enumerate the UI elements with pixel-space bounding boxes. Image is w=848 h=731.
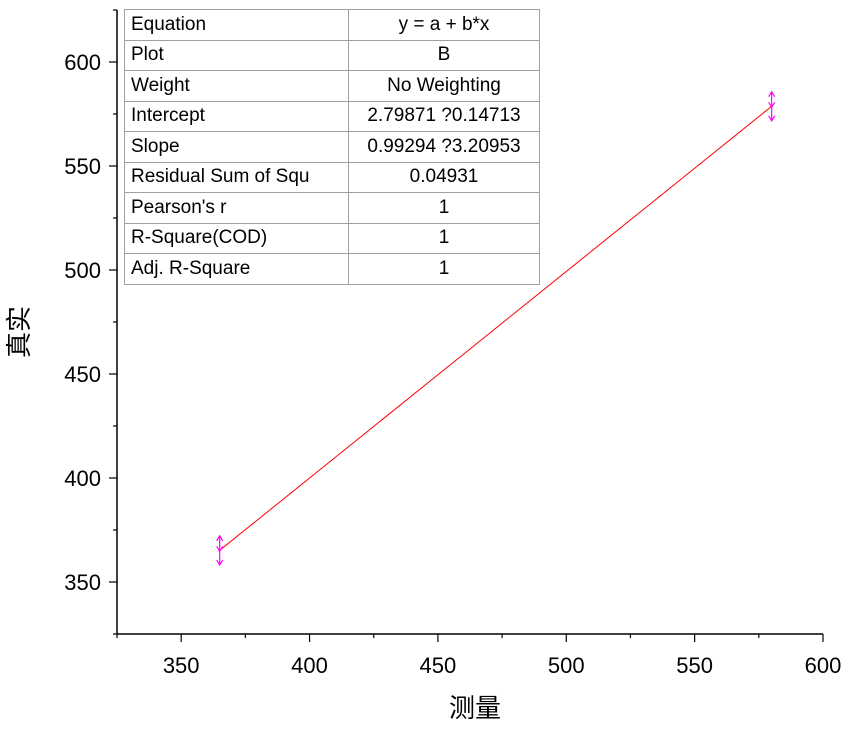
stat-row: Adj. R-Square 1	[124, 253, 540, 285]
stat-value: y = a + b*x	[348, 9, 540, 41]
stat-name: Equation	[124, 9, 349, 41]
error-bar-center-arrow	[768, 101, 776, 109]
stat-value: 1	[348, 253, 540, 285]
y-tick-label: 500	[64, 258, 101, 283]
stat-value: No Weighting	[348, 70, 540, 102]
stat-row: Plot B	[124, 39, 540, 71]
fit-line	[219, 105, 772, 551]
x-tick-label: 450	[420, 653, 457, 678]
error-bar-cap-top	[768, 90, 776, 98]
stat-value: 0.99294 ?3.20953	[348, 131, 540, 163]
stat-name: Residual Sum of Squ	[124, 161, 349, 193]
stat-name: Weight	[124, 70, 349, 102]
stat-row: Intercept 2.79871 ?0.14713	[124, 100, 540, 132]
stat-value: B	[348, 39, 540, 71]
stat-name: Adj. R-Square	[124, 253, 349, 285]
x-tick-label: 350	[163, 653, 200, 678]
x-tick-label: 500	[548, 653, 585, 678]
error-bar-cap-bottom	[216, 559, 224, 567]
stat-value: 1	[348, 192, 540, 224]
error-bars	[216, 90, 776, 567]
error-bar-cap-bottom	[768, 115, 776, 123]
stat-name: R-Square(COD)	[124, 222, 349, 254]
y-tick-label: 400	[64, 466, 101, 491]
stat-name: Plot	[124, 39, 349, 71]
y-tick-label: 600	[64, 50, 101, 75]
stat-name: Intercept	[124, 100, 349, 132]
stat-value: 0.04931	[348, 161, 540, 193]
stat-row: Slope 0.99294 ?3.20953	[124, 131, 540, 163]
x-tick-label: 400	[291, 653, 328, 678]
stat-name: Slope	[124, 131, 349, 163]
stat-row: R-Square(COD) 1	[124, 222, 540, 254]
y-tick-label: 550	[64, 154, 101, 179]
y-tick-label: 350	[64, 570, 101, 595]
stat-value: 2.79871 ?0.14713	[348, 100, 540, 132]
stat-name: Pearson's r	[124, 192, 349, 224]
error-bar-cap-top	[216, 534, 224, 542]
x-tick-label: 600	[805, 653, 842, 678]
x-tick-label: 550	[676, 653, 713, 678]
ticks: 350 400 450 500 550 600 350 400 450 500 550 600	[64, 9, 842, 678]
y-tick-label: 450	[64, 362, 101, 387]
error-bar-center-arrow	[216, 546, 224, 553]
stat-row: Weight No Weighting	[124, 70, 540, 102]
x-axis-title: 测量	[449, 694, 501, 724]
stat-row: Equation y = a + b*x	[124, 9, 540, 41]
stat-value: 1	[348, 222, 540, 254]
fit-statistics-table: Equation y = a + b*x Plot B Weight No Weighti…	[124, 9, 540, 285]
y-axis-title: 真实	[5, 306, 35, 358]
series	[219, 105, 772, 551]
stat-row: Residual Sum of Squ 0.04931	[124, 161, 540, 193]
